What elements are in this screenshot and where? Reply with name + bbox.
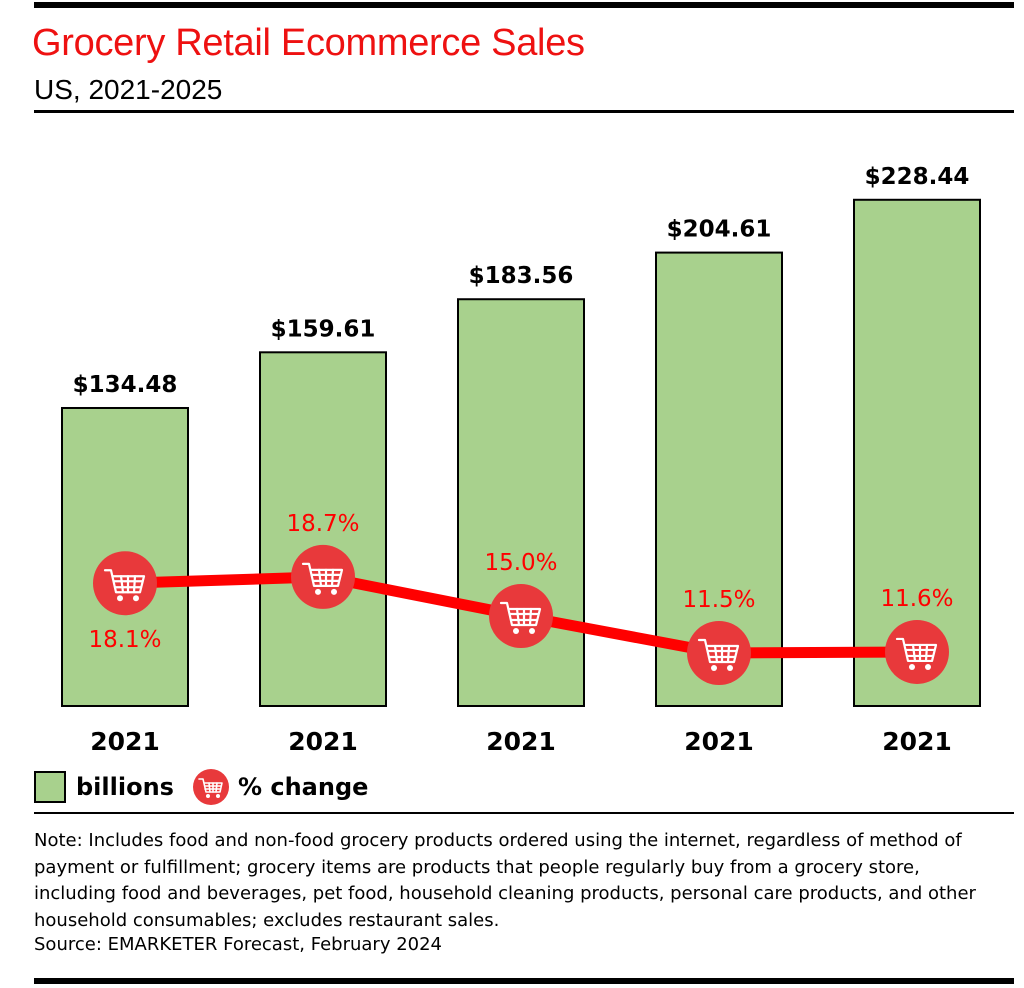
- bar-value-label: $228.44: [865, 164, 970, 190]
- legend-bars-swatch: [34, 771, 66, 803]
- chart-area: $134.48 2021 $159.61 2021 $183.56 2021 $204.61…: [61, 164, 981, 756]
- bar-value-label: $204.61: [667, 217, 772, 243]
- x-tick-label: 2021: [288, 727, 358, 756]
- source-line: Source: EMARKETER Forecast, February 202…: [34, 934, 443, 955]
- legend-rule: [34, 812, 1014, 814]
- legend: billions % change: [34, 768, 368, 806]
- bar-value-label: $134.48: [73, 372, 178, 398]
- top-rule: [34, 2, 1014, 8]
- legend-bars-label: billions: [76, 773, 174, 801]
- x-tick-label: 2021: [684, 727, 754, 756]
- shopping-cart-icon: [291, 544, 355, 609]
- chart-title: Grocery Retail Ecommerce Sales: [32, 22, 585, 64]
- bar: [457, 298, 585, 707]
- shopping-cart-icon: [885, 619, 949, 684]
- footnote: Note: Includes food and non-food grocery…: [34, 830, 976, 931]
- chart-subtitle: US, 2021-2025: [34, 74, 223, 105]
- bar-value-label: $183.56: [469, 263, 574, 289]
- shopping-cart-icon: [687, 621, 751, 685]
- x-tick-label: 2021: [90, 727, 160, 756]
- bar: [259, 351, 387, 708]
- x-tick-label: 2021: [486, 727, 556, 756]
- bottom-rule: [34, 978, 1014, 984]
- x-tick-label: 2021: [882, 727, 952, 756]
- percent-change-label: 11.5%: [682, 587, 755, 613]
- percent-change-label: 11.6%: [880, 586, 953, 612]
- bar-value-label: $159.61: [271, 316, 376, 342]
- shopping-cart-icon: [93, 551, 157, 616]
- percent-change-label: 18.7%: [286, 511, 359, 537]
- shopping-cart-icon: [489, 584, 553, 649]
- legend-line-label: % change: [237, 773, 369, 801]
- subtitle-rule: [34, 110, 1014, 113]
- percent-change-label: 15.0%: [484, 550, 557, 576]
- percent-change-label: 18.1%: [88, 627, 161, 653]
- shopping-cart-icon: [192, 768, 230, 806]
